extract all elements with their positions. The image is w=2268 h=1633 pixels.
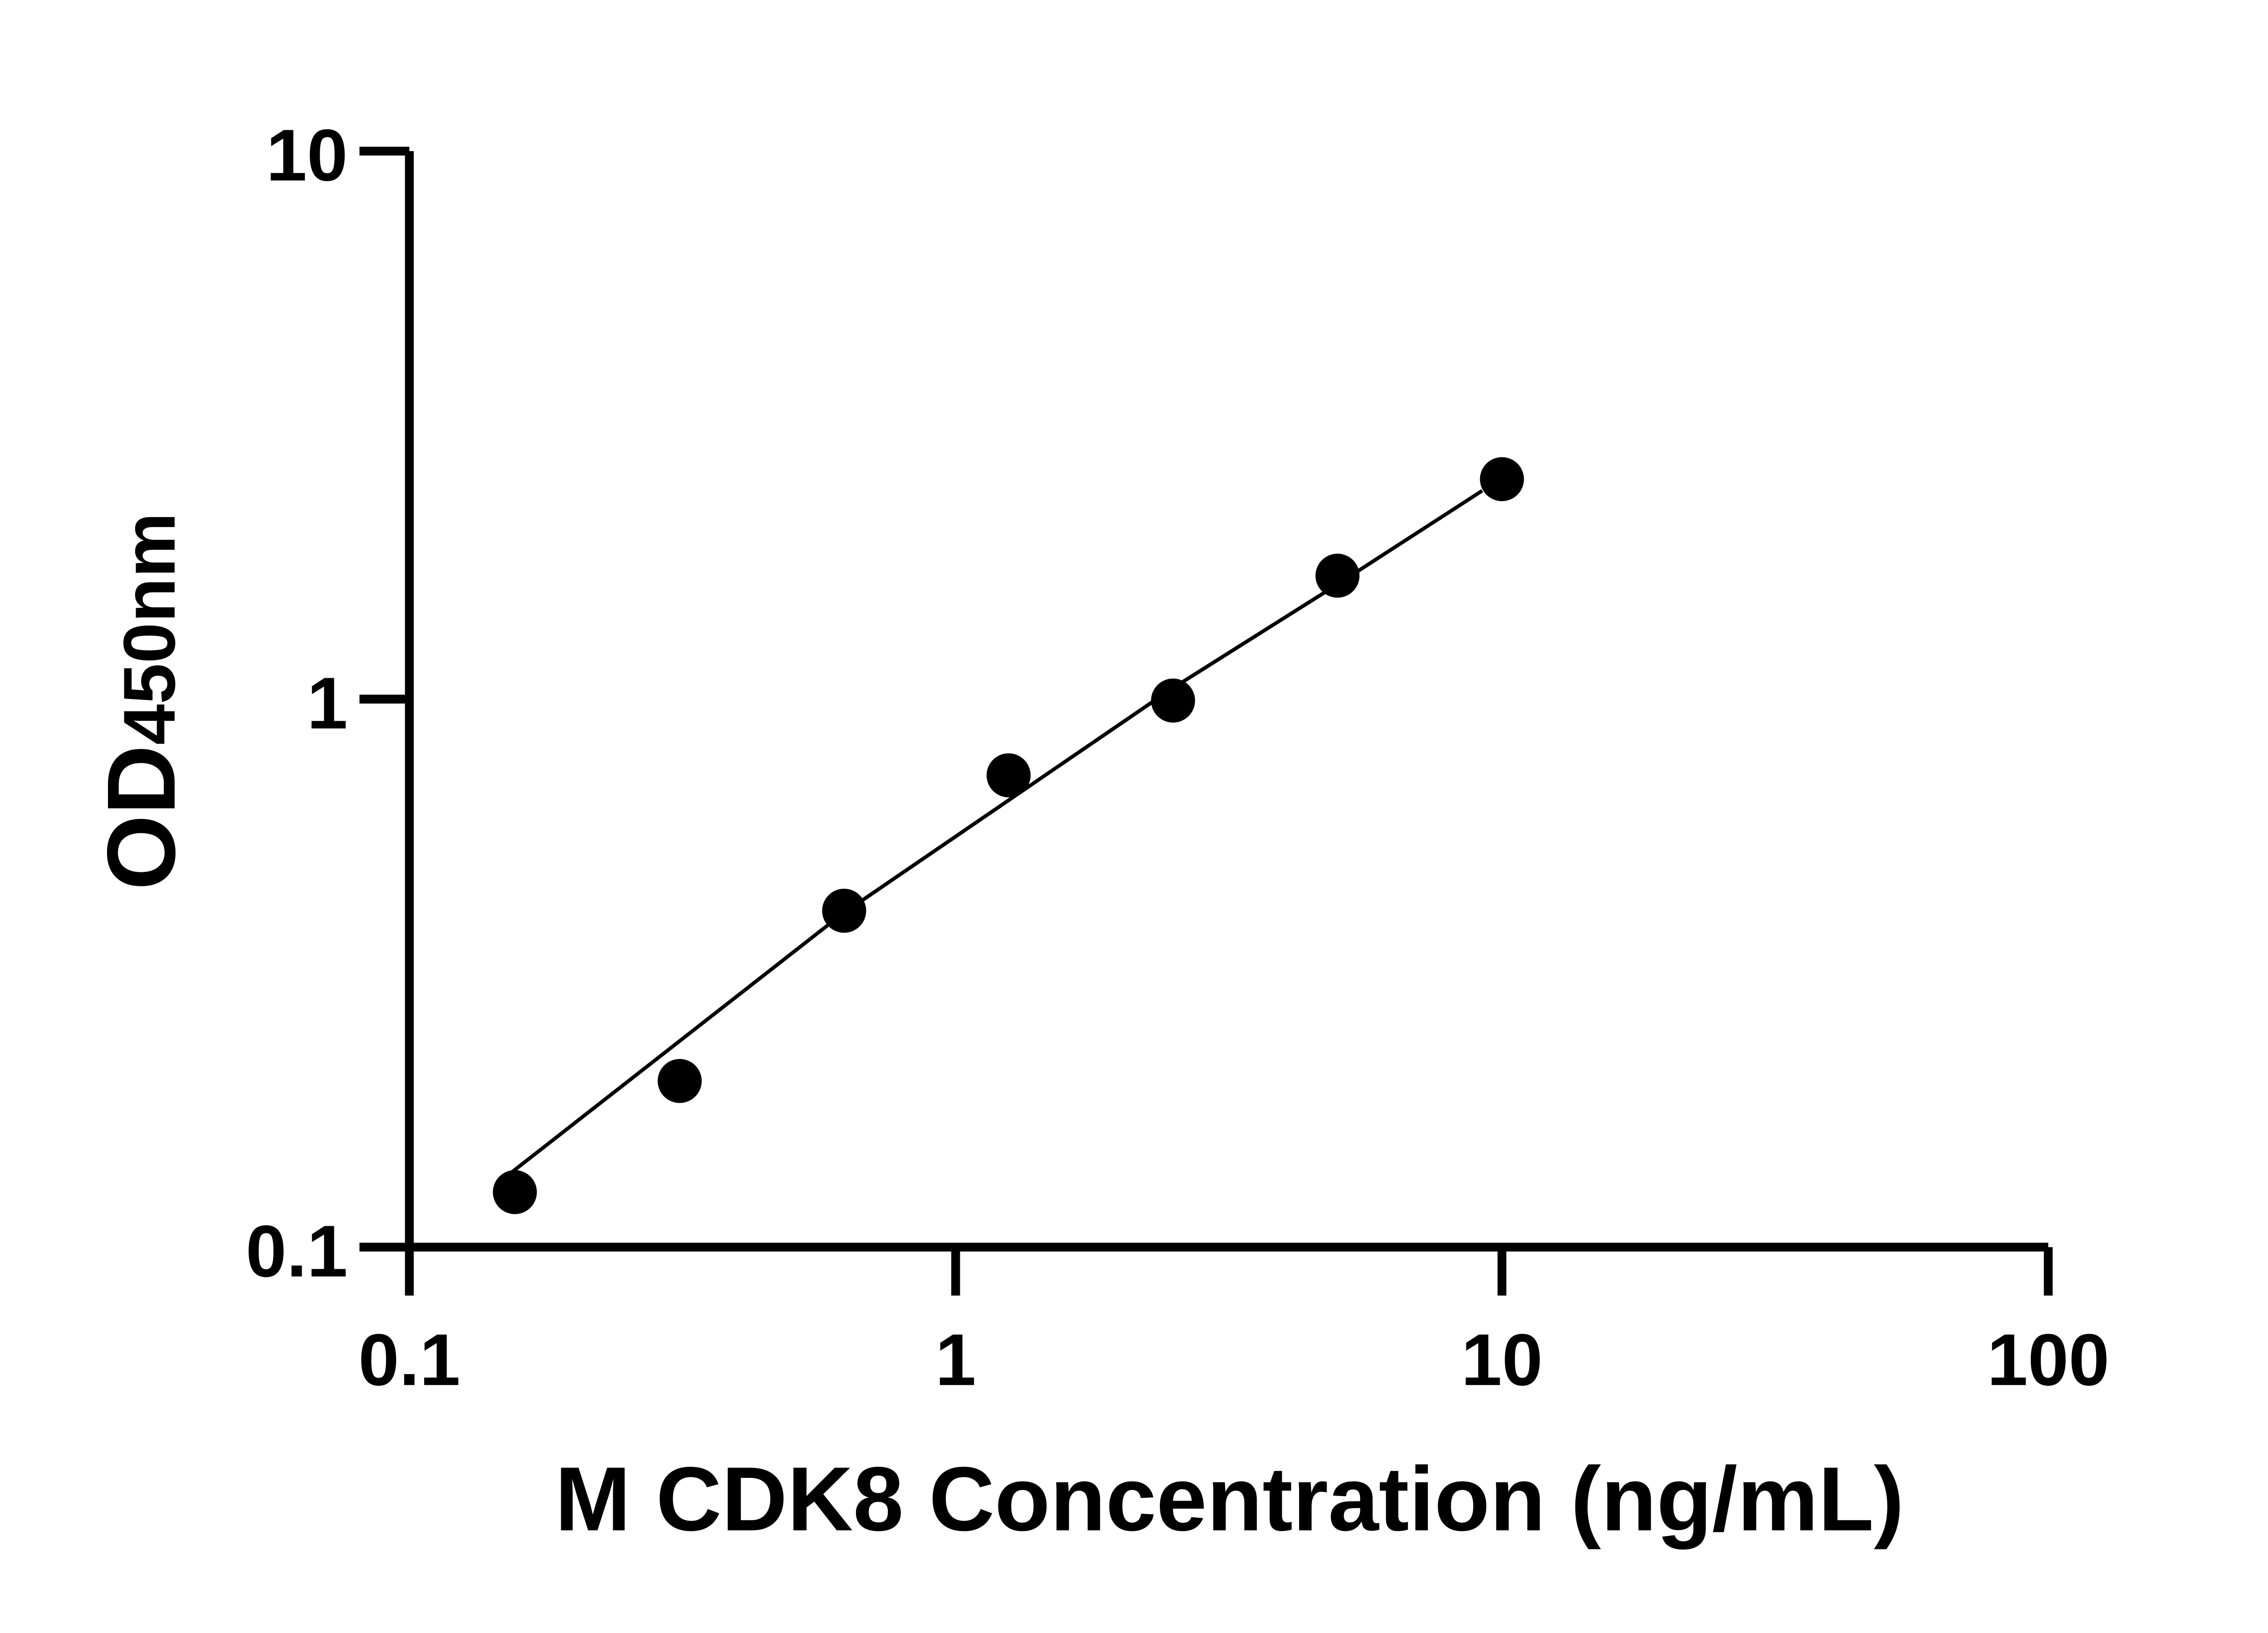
data-point: [1151, 678, 1195, 723]
data-point: [657, 1059, 702, 1103]
y-axis-label-main: OD: [88, 745, 196, 890]
data-point: [1480, 457, 1524, 501]
data-point: [1315, 553, 1360, 598]
y-tick-label: 1: [307, 663, 348, 744]
x-tick-label: 100: [1987, 1319, 2110, 1401]
data-point: [987, 753, 1031, 797]
data-points: [493, 457, 1524, 1214]
x-tick-labels: 0.1 1 10 100: [358, 1319, 2109, 1401]
data-point: [822, 889, 866, 933]
y-axis-label: OD450nm: [88, 513, 196, 890]
x-tick-label: 10: [1461, 1319, 1543, 1401]
data-point: [493, 1170, 537, 1214]
x-tick-label: 0.1: [358, 1319, 460, 1401]
y-axis-label-sub: 450nm: [109, 513, 191, 745]
x-axis-label: M CDK8 Concentration (ng/mL): [555, 1448, 1904, 1550]
y-tick-label: 0.1: [246, 1211, 348, 1292]
x-tick-label: 1: [935, 1319, 976, 1401]
axes: [359, 147, 2053, 1296]
y-tick-labels: 0.1 1 10: [246, 115, 348, 1292]
y-tick-label: 10: [266, 115, 348, 196]
